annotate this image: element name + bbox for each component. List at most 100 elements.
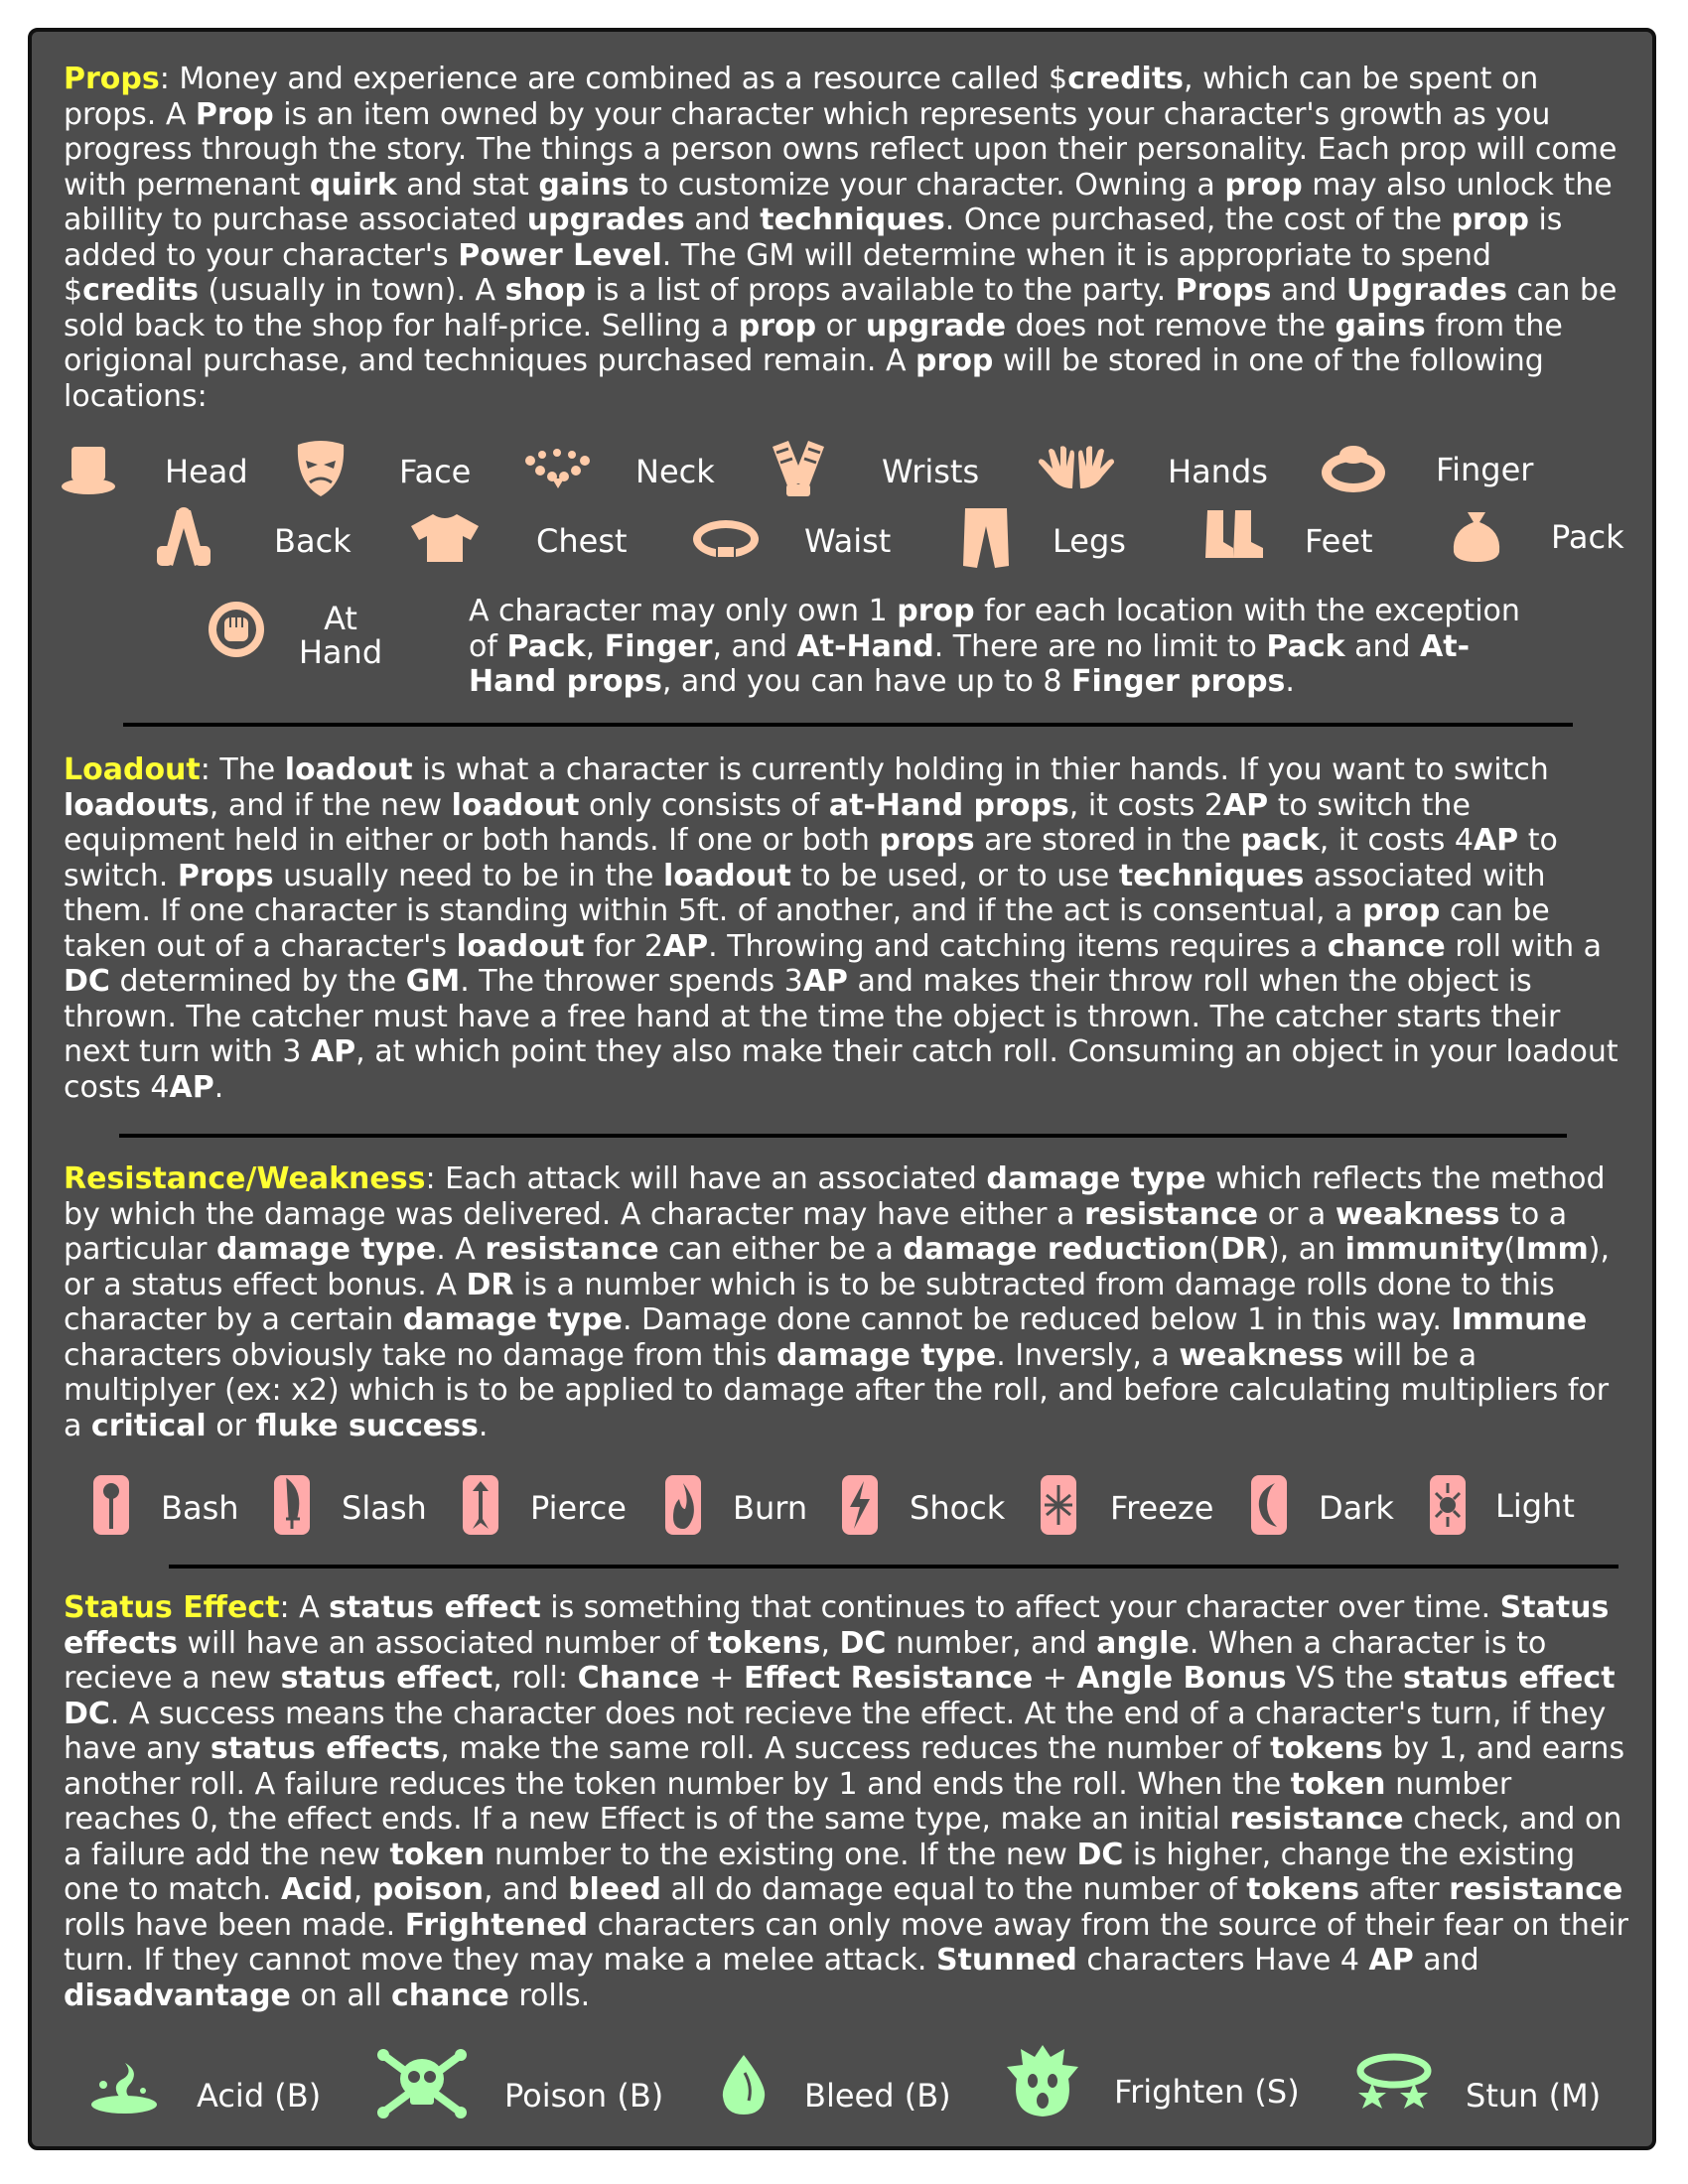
bold-term: prop [1451, 203, 1529, 237]
bold-term: props [879, 823, 975, 858]
status-section: Status Effect: A status effect is someth… [64, 1590, 1632, 2013]
location-finger [1319, 441, 1388, 496]
bold-term: prop [897, 594, 975, 628]
damage-freeze [1039, 1473, 1078, 1537]
bold-term: status effect [329, 1590, 541, 1625]
text-run: , make the same roll. A success reduces … [440, 1731, 1271, 1766]
at-hand-label-line2: Hand [298, 633, 383, 671]
location-feet [1203, 508, 1265, 562]
bold-term: token [1290, 1766, 1386, 1802]
locations-note: A character may only own 1 prop for each… [469, 594, 1551, 700]
damage-label-dark: Dark [1319, 1489, 1394, 1527]
bold-term: At-Hand [796, 628, 934, 664]
bold-term: AP [310, 1034, 356, 1069]
sack-icon [1453, 512, 1500, 562]
location-label-face: Face [399, 453, 472, 490]
pants-icon [963, 508, 1009, 568]
bold-term: weakness [1179, 1337, 1344, 1373]
bold-term: damage type [986, 1161, 1206, 1196]
text-run: associated with them. If one character i… [64, 858, 1546, 929]
location-label-hands: Hands [1168, 453, 1268, 490]
bold-term: status effect DC [64, 1661, 1616, 1731]
text-run: . A success means the character does not… [64, 1696, 1607, 1767]
bold-term: AP [169, 1069, 214, 1105]
text-run: , and if the new [209, 787, 452, 823]
bold-term: resistance [485, 1232, 659, 1267]
text-run: . A [436, 1232, 486, 1267]
bold-term: bleed [568, 1872, 662, 1907]
mask-icon [297, 441, 345, 496]
bold-term: DC [1076, 1837, 1124, 1872]
location-label-feet: Feet [1305, 522, 1373, 560]
text-run: , and you can have up to 8 [661, 664, 1071, 699]
location-back [153, 506, 214, 570]
text-run: or a [1258, 1196, 1336, 1232]
bold-term: pack [1240, 823, 1320, 858]
text-run: (usually in town). A [198, 273, 505, 308]
text-run: number reaches 0, the effect ends. If a … [64, 1766, 1512, 1838]
bold-term: prop [1361, 893, 1441, 928]
bold-term: loadout [284, 752, 413, 787]
bold-term: Acid [280, 1872, 353, 1907]
bold-term: Angle Bonus [1076, 1661, 1287, 1696]
text-run: check, and on a failure add the new [64, 1802, 1622, 1872]
location-label-waist: Waist [804, 522, 892, 560]
text-run: does not remove the [1006, 308, 1336, 343]
bold-term: techniques [760, 203, 945, 237]
text-run: number to the existing one. If the new [485, 1837, 1077, 1872]
status-acid [89, 2055, 159, 2115]
bold-term: Imm [1515, 1232, 1589, 1267]
damage-burn [663, 1473, 703, 1537]
text-run: ( [1503, 1232, 1516, 1267]
bold-term: loadouts [64, 787, 210, 823]
hands-icon [1039, 446, 1114, 488]
bold-term: prop [738, 308, 817, 343]
location-head [60, 443, 117, 498]
location-waist [691, 518, 761, 560]
acid-puddle-icon [91, 2063, 157, 2114]
damage-slash [272, 1473, 312, 1537]
bold-term: AP [802, 964, 848, 999]
text-run: : A [279, 1590, 330, 1625]
text-run: is a number which is to be subtracted fr… [64, 1267, 1555, 1338]
text-run: rolls. [508, 1978, 591, 2013]
damage-label-bash: Bash [161, 1489, 239, 1527]
text-run: , it costs 4 [1319, 823, 1474, 858]
bold-term: upgrade [865, 308, 1007, 343]
text-run: which reflects the method by which the d… [64, 1161, 1606, 1232]
location-label-neck: Neck [635, 453, 715, 490]
status-poison [377, 2049, 467, 2118]
bold-term: AP [662, 928, 709, 964]
text-run: or [816, 308, 866, 343]
text-run: . Damage done cannot be reduced below 1 … [622, 1302, 1452, 1337]
status-label-stun: Stun (M) [1466, 2077, 1602, 2115]
bold-term: token [389, 1837, 486, 1872]
status-label-acid: Acid (B) [197, 2077, 322, 2115]
loadout-heading: Loadout [64, 752, 201, 787]
text-run: , roll: [492, 1661, 578, 1696]
backpack-straps-icon [157, 507, 211, 566]
text-run: . There are no limit to [933, 628, 1267, 664]
text-run: + [699, 1661, 744, 1696]
damage-pierce [461, 1473, 500, 1537]
bold-term: status effect [280, 1661, 493, 1696]
bold-term: Prop [195, 96, 274, 132]
text-run: can either be a [658, 1232, 904, 1267]
bold-term: Pack [506, 628, 586, 664]
resistance-body: : Each attack will have an associated da… [64, 1161, 1610, 1443]
damage-shock [840, 1473, 880, 1537]
text-run: characters obviously take no damage from… [64, 1337, 776, 1373]
text-run: is a list of props available to the part… [585, 273, 1176, 308]
bold-term: quirk [309, 167, 397, 203]
text-run: from the origional purchase, and techniq… [64, 308, 1563, 379]
text-run: on all [290, 1978, 391, 2013]
text-run: to customize your character. Owning a [629, 167, 1225, 203]
text-run: rolls have been made. [64, 1907, 405, 1943]
bold-term: Status effects [64, 1590, 1610, 1661]
text-run: is what a character is currently holding… [412, 752, 1549, 787]
text-run: . Throwing and catching items requires a [708, 928, 1328, 964]
sun-icon [1430, 1475, 1466, 1535]
bold-term: prop [1224, 167, 1303, 203]
damage-label-slash: Slash [342, 1489, 427, 1527]
text-run: . [213, 1069, 224, 1105]
